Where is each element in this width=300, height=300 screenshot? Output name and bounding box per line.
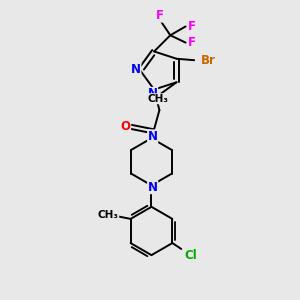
Text: Br: Br (201, 54, 216, 67)
Text: F: F (188, 36, 196, 49)
Text: N: N (148, 130, 158, 143)
Text: Cl: Cl (185, 249, 198, 262)
Text: N: N (148, 181, 158, 194)
Text: CH₃: CH₃ (98, 210, 119, 220)
Text: F: F (188, 20, 196, 33)
Text: N: N (131, 62, 141, 76)
Text: O: O (121, 120, 130, 134)
Text: F: F (156, 9, 164, 22)
Text: CH₃: CH₃ (148, 94, 169, 104)
Text: N: N (148, 88, 158, 100)
